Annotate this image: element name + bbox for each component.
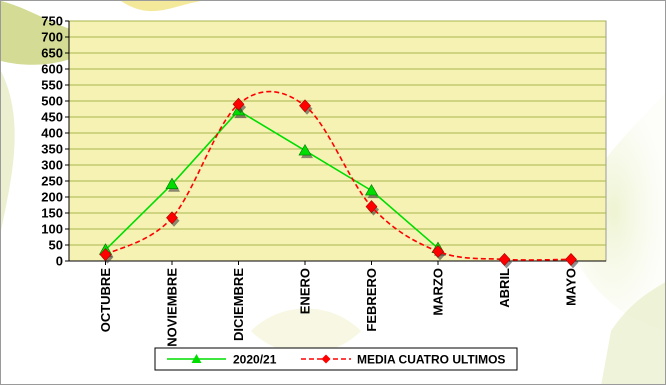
y-tick-label: 300 [41, 158, 63, 173]
series-1-point [364, 183, 379, 196]
legend-item-2: MEDIA CUATRO ULTIMOS [301, 353, 505, 367]
x-tick-label: ABRIL [497, 268, 512, 308]
series-1-point [165, 177, 179, 189]
y-tick-label: 600 [41, 62, 63, 77]
y-tick-label: 400 [41, 126, 63, 141]
y-tick-label: 450 [41, 110, 63, 125]
series-2-point [166, 211, 178, 225]
x-tick-label: DICIEMBRE [231, 268, 246, 341]
legend-item-1: 2020/21 [167, 353, 277, 367]
series-1-line [104, 109, 439, 251]
legend-swatch-marker [321, 354, 331, 364]
series-2-line [105, 90, 572, 261]
y-tick-label: 750 [41, 14, 63, 29]
y-tick-label: 0 [56, 254, 63, 269]
y-tick-label: 50 [49, 238, 63, 253]
y-tick-label: 250 [41, 174, 63, 189]
y-tick-label: 650 [41, 46, 63, 61]
series-2-point [565, 252, 577, 266]
x-tick-label: NOVIEMBRE [165, 268, 180, 347]
legend: 2020/21 MEDIA CUATRO ULTIMOS [154, 347, 518, 371]
series-1-point [298, 143, 312, 156]
x-tick-label: MAYO [564, 268, 579, 306]
plot-area [68, 20, 607, 262]
series-2 [99, 90, 579, 269]
series-2-point [365, 200, 378, 214]
y-tick-label: 500 [41, 94, 63, 109]
x-tick-label: ENERO [298, 268, 313, 314]
y-tick-label: 700 [41, 30, 63, 45]
legend-label: 2020/21 [233, 353, 277, 367]
x-tick-label: MARZO [431, 268, 446, 316]
y-tick-label: 100 [41, 222, 63, 237]
x-tick-label: OCTUBRE [98, 268, 113, 333]
x-axis-tick-labels: OCTUBRE NOVIEMBRE DICIEMBRE ENERO FEBRERO MAR… [98, 268, 579, 347]
y-tick-label: 200 [41, 190, 63, 205]
series-2-point [498, 252, 511, 266]
series-2-point [99, 248, 112, 262]
y-axis-tick-labels: 0501001502002503003504004505005506006507… [41, 14, 63, 269]
series-2-point [232, 97, 245, 111]
x-tick-label: FEBRERO [364, 268, 379, 332]
series-2-point [432, 244, 444, 258]
series-2-point [299, 99, 311, 113]
gridlines [65, 20, 606, 265]
legend-label: MEDIA CUATRO ULTIMOS [357, 353, 505, 367]
y-tick-label: 550 [41, 78, 63, 93]
legend-swatch-marker [191, 354, 202, 363]
y-tick-label: 150 [41, 206, 63, 221]
series-layer [98, 90, 579, 269]
y-tick-label: 350 [41, 142, 63, 157]
